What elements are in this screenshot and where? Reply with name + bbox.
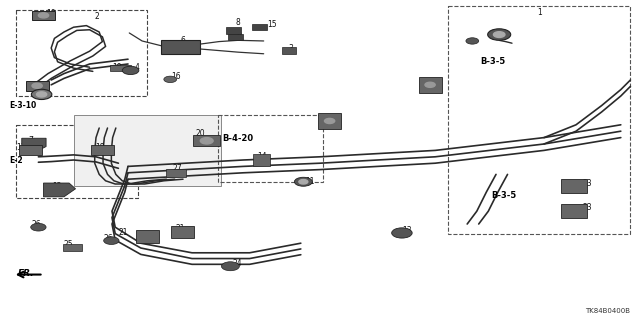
Bar — [16, 125, 138, 198]
Text: B-3-5: B-3-5 — [492, 191, 516, 200]
Text: 22: 22 — [325, 115, 335, 124]
Bar — [226, 27, 241, 34]
Circle shape — [324, 118, 335, 124]
Circle shape — [164, 76, 177, 83]
Text: 4: 4 — [134, 63, 140, 72]
Bar — [561, 204, 587, 218]
Text: 21: 21 — [176, 224, 186, 233]
Bar — [19, 145, 42, 155]
Polygon shape — [22, 138, 46, 150]
Circle shape — [425, 82, 435, 87]
Bar — [91, 145, 114, 155]
Bar — [16, 10, 147, 96]
Text: 22: 22 — [428, 78, 437, 87]
Text: 11: 11 — [305, 177, 315, 186]
Text: 26: 26 — [32, 220, 42, 229]
Text: FR.: FR. — [18, 269, 35, 278]
Circle shape — [488, 29, 511, 40]
Text: 1: 1 — [538, 8, 542, 17]
Text: 5: 5 — [38, 91, 44, 100]
Text: 24: 24 — [232, 259, 242, 268]
Text: 3: 3 — [288, 44, 293, 53]
Text: B-3-5: B-3-5 — [480, 57, 505, 66]
Text: 12: 12 — [52, 182, 62, 191]
Circle shape — [221, 262, 239, 271]
Bar — [193, 135, 220, 146]
Bar — [63, 244, 82, 251]
Bar — [74, 115, 221, 186]
Circle shape — [299, 180, 308, 184]
Bar — [253, 154, 270, 166]
Text: 16: 16 — [172, 72, 181, 81]
Polygon shape — [44, 183, 76, 197]
Text: 10: 10 — [46, 9, 56, 18]
Text: 20: 20 — [195, 129, 205, 138]
Bar — [161, 40, 200, 54]
Bar — [318, 113, 341, 129]
Text: 17: 17 — [17, 143, 26, 152]
Circle shape — [31, 223, 46, 231]
Text: 26: 26 — [104, 234, 113, 243]
Bar — [110, 65, 131, 71]
Circle shape — [200, 138, 213, 144]
Circle shape — [38, 13, 49, 18]
Text: 14: 14 — [257, 152, 267, 161]
Text: 23: 23 — [582, 179, 592, 188]
Text: 21: 21 — [118, 228, 128, 237]
Text: TK84B0400B: TK84B0400B — [586, 308, 630, 314]
Bar — [218, 115, 323, 182]
Text: 9: 9 — [237, 31, 242, 40]
Circle shape — [466, 38, 479, 44]
Text: 6: 6 — [180, 36, 186, 45]
Circle shape — [31, 89, 52, 100]
Bar — [448, 6, 630, 234]
Bar — [32, 11, 55, 20]
Circle shape — [122, 66, 139, 75]
Text: 10: 10 — [40, 84, 49, 93]
Text: 13: 13 — [402, 226, 412, 235]
Bar — [228, 34, 243, 40]
Text: B-4-20: B-4-20 — [223, 134, 254, 143]
Bar — [282, 47, 296, 54]
Circle shape — [294, 177, 312, 186]
Bar — [166, 169, 186, 177]
Bar — [419, 77, 442, 93]
Circle shape — [392, 228, 412, 238]
Text: 25: 25 — [64, 240, 74, 249]
Text: E-3-10: E-3-10 — [9, 101, 36, 110]
Bar — [171, 226, 194, 238]
Text: 23: 23 — [582, 203, 592, 212]
Text: 27: 27 — [173, 164, 182, 173]
Circle shape — [104, 237, 119, 244]
Bar — [561, 179, 587, 193]
Circle shape — [493, 32, 505, 37]
Bar — [252, 24, 267, 30]
Text: 15: 15 — [268, 20, 277, 29]
Text: E-2: E-2 — [9, 156, 22, 165]
Bar — [26, 81, 49, 91]
Text: 7: 7 — [28, 136, 33, 145]
Text: 8: 8 — [236, 18, 240, 27]
Text: 19: 19 — [112, 63, 122, 72]
Bar — [136, 230, 159, 243]
Circle shape — [32, 83, 42, 88]
Circle shape — [36, 92, 47, 97]
Text: 2: 2 — [95, 12, 99, 21]
Text: 18: 18 — [95, 143, 104, 152]
